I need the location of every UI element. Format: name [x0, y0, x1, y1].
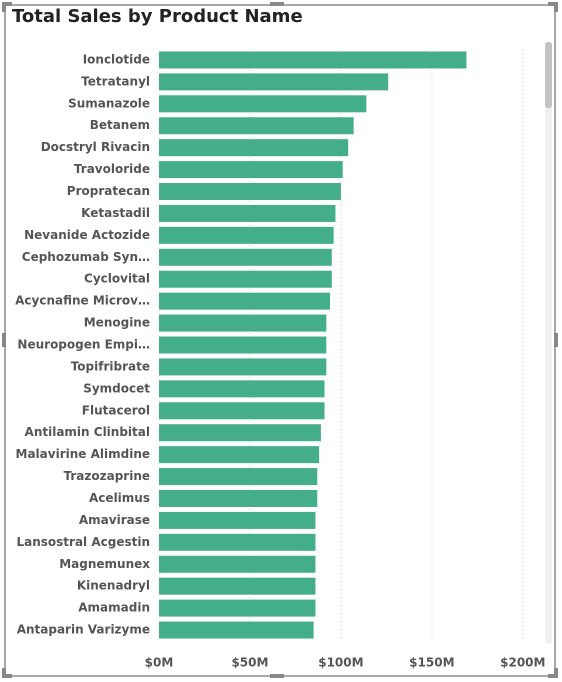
bar [159, 336, 327, 354]
x-tick-label: $100M [318, 656, 363, 670]
bar [159, 117, 354, 135]
bar [159, 248, 332, 266]
bar [159, 314, 327, 332]
bar [159, 270, 332, 288]
y-tick-label: Neuropogen Empi… [17, 338, 150, 352]
bar [159, 511, 316, 529]
bar [159, 51, 467, 69]
bar [159, 621, 314, 639]
y-tick-label: Sumanazole [68, 96, 150, 110]
y-tick-label: Magnemunex [59, 557, 150, 571]
y-tick-label: Menogine [84, 316, 150, 330]
y-tick-label: Propratecan [67, 184, 150, 198]
x-tick-label: $200M [500, 656, 545, 670]
y-tick-label: Lansostral Acgestin [16, 535, 150, 549]
y-tick-label: Amamadin [78, 601, 150, 615]
x-tick-label: $0M [145, 656, 174, 670]
y-tick-label: Travoloride [74, 162, 150, 176]
bar [159, 139, 349, 157]
y-tick-label: Ionclotide [83, 52, 150, 66]
y-tick-label: Cyclovital [84, 272, 150, 286]
bar [159, 533, 316, 551]
bar [159, 226, 334, 244]
x-tick-label: $50M [231, 656, 268, 670]
x-tick-label: $150M [409, 656, 454, 670]
bar [159, 183, 341, 201]
bar [159, 446, 320, 464]
y-tick-label: Acelimus [89, 491, 150, 505]
bar [159, 577, 316, 595]
y-tick-label: Docstryl Rivacin [41, 140, 150, 154]
y-tick-label: Antaparin Varizyme [17, 623, 150, 637]
bar [159, 204, 336, 222]
y-tick-label: Topifribrate [71, 359, 150, 373]
bar [159, 424, 321, 442]
y-tick-label: Betanem [90, 118, 150, 132]
y-tick-label: Cephozumab Syn… [22, 250, 150, 264]
y-tick-label: Malavirine Alimdine [16, 447, 150, 461]
bar [159, 95, 367, 113]
y-tick-label: Flutacerol [82, 403, 150, 417]
bar [159, 555, 316, 573]
bar [159, 73, 389, 91]
bar [159, 292, 330, 310]
y-tick-label: Tetratanyl [81, 74, 150, 88]
y-tick-label: Ketastadil [81, 206, 150, 220]
y-tick-label: Nevanide Actozide [24, 228, 150, 242]
scrollbar-thumb[interactable] [545, 42, 552, 108]
y-tick-label: Kinenadryl [77, 579, 150, 593]
bar [159, 380, 325, 398]
y-tick-label: Trazozaprine [64, 469, 151, 483]
bar [159, 489, 318, 507]
scrollbar-track[interactable] [545, 42, 552, 644]
bar [159, 402, 325, 420]
bar [159, 468, 318, 486]
y-tick-label: Antilamin Clinbital [25, 425, 150, 439]
chart-title: Total Sales by Product Name [12, 6, 303, 27]
y-tick-label: Acycnafine Microv… [15, 294, 150, 308]
bar [159, 358, 327, 376]
bar [159, 161, 343, 179]
y-tick-label: Amavirase [79, 513, 150, 527]
bar [159, 599, 316, 617]
y-tick-label: Symdocet [83, 381, 150, 395]
